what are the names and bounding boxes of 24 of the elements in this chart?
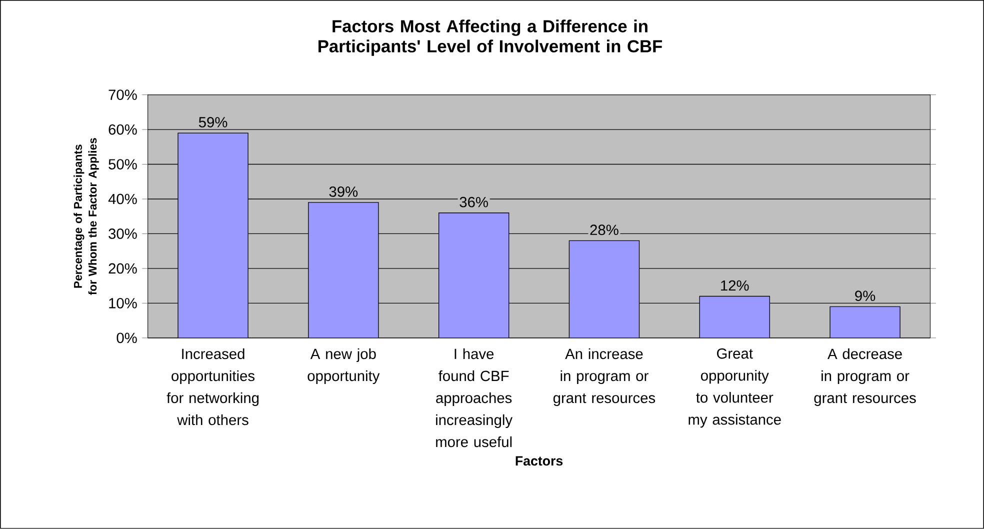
data-label: 9% (855, 290, 876, 302)
data-label: 39% (329, 186, 358, 197)
x-tick-label: An increase in program or grant resources (553, 348, 656, 406)
y-tick-label: 30% (108, 228, 137, 240)
y-tick-label: 20% (108, 263, 137, 274)
x-tick-label: A new job opportunity (308, 348, 380, 384)
x-axis-title: Factors (516, 456, 563, 466)
y-tick-label: 70% (108, 90, 137, 100)
y-tick-label: 0% (116, 332, 137, 344)
y-tick-label: 50% (108, 159, 137, 170)
chart-title: Factors Most Affecting a Difference in Participants' Level of Involvement in CBF (318, 20, 662, 56)
x-tick-label: I have found CBF approaches increasingly more useful (436, 348, 513, 448)
x-tick-label: Great opporunity to volunteer my assistance (688, 348, 781, 428)
data-label: 59% (198, 117, 228, 128)
y-tick-label: 40% (108, 194, 137, 204)
x-tick-label: Increased opportunities for networking with others (166, 348, 259, 426)
x-tick-label: A decrease in program or grant resources (814, 348, 916, 406)
y-axis-title: Percentage of Participants for Whom the Factor Applies (74, 138, 99, 296)
data-label: 28% (590, 224, 618, 236)
data-label: 36% (460, 197, 488, 208)
bar (830, 306, 900, 338)
y-tick-label: 10% (109, 298, 137, 309)
y-tick-label: 60% (108, 124, 137, 135)
data-label: 12% (721, 280, 749, 291)
